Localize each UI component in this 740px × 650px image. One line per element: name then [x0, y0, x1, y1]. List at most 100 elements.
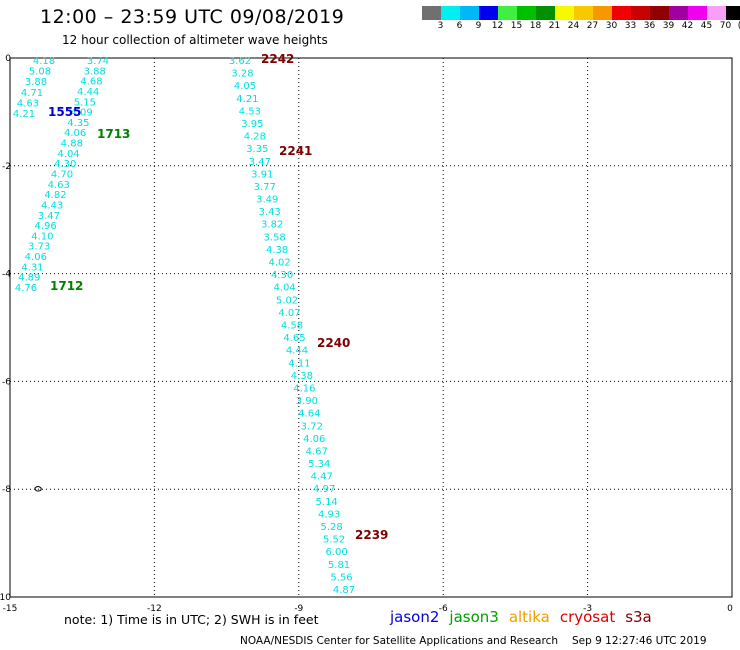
- scale-label: 18: [529, 21, 542, 31]
- scale-swatch: [669, 6, 688, 20]
- scale-swatch: [479, 6, 498, 20]
- scale-swatch: [422, 6, 441, 20]
- pass-time-label: 2239: [355, 528, 388, 542]
- swh-value: 4.04: [273, 283, 295, 294]
- scale-swatch: [555, 6, 574, 20]
- swh-value: 4.43: [41, 200, 63, 211]
- swh-value: 4.67: [306, 446, 328, 457]
- swh-value: 4.68: [80, 77, 102, 88]
- scale-label: 36: [643, 21, 656, 31]
- swh-value: 4.38: [291, 371, 313, 382]
- swh-value: 4.76: [15, 283, 37, 294]
- swh-value: 4.97: [313, 484, 335, 495]
- scale-label: 6: [456, 21, 463, 31]
- swh-value: 4.82: [44, 190, 66, 201]
- scale-label: 45: [700, 21, 713, 31]
- swh-value: 4.04: [57, 149, 79, 160]
- scale-swatch: [650, 6, 669, 20]
- swh-value: 4.44: [286, 346, 308, 357]
- satellite-legend: jason2 jason3 altika cryosat s3a: [390, 608, 662, 626]
- swh-value: 4.58: [281, 321, 303, 332]
- axis-tick-labels: -15 -12 -9 -6 -3 0 0 -2 -4 -6 -8 -10: [0, 54, 733, 614]
- swh-value: 4.64: [298, 409, 320, 420]
- page-subtitle: 12 hour collection of altimeter wave hei…: [62, 33, 328, 47]
- scale-swatch: [707, 6, 726, 20]
- swh-value: 4.63: [17, 98, 39, 109]
- scale-label: 70: [719, 21, 732, 31]
- scale-swatch: [517, 6, 536, 20]
- scale-label: 30: [605, 21, 618, 31]
- scale-swatch: [593, 6, 612, 20]
- x-tick-label: -15: [3, 604, 18, 614]
- swh-value: 5.28: [320, 522, 342, 533]
- pass-time-labels: 1555 1713 1712 2242 2241 2240 2239: [48, 52, 388, 542]
- swh-value: 5.14: [316, 497, 338, 508]
- swh-value: 4.93: [318, 509, 340, 520]
- swh-value: 3.95: [241, 119, 263, 130]
- scale-label: 21: [548, 21, 561, 31]
- scale-swatch: [688, 6, 707, 20]
- swh-value: 3.58: [264, 232, 286, 243]
- scale-swatch: [612, 6, 631, 20]
- y-tick-label: -6: [2, 377, 11, 387]
- x-tick-label: 0: [727, 604, 733, 614]
- swh-value: 5.08: [29, 67, 51, 78]
- swh-value: 4.21: [236, 94, 258, 105]
- swh-value: 3.35: [246, 144, 268, 155]
- swh-value: 4.38: [266, 245, 288, 256]
- swh-tracks: 4.185.083.884.714.634.213.743.884.684.44…: [13, 56, 355, 596]
- swh-value: 4.07: [278, 308, 300, 319]
- swh-value: 4.21: [13, 109, 35, 120]
- scale-label: 9: [475, 21, 482, 31]
- swh-value: 5.81: [328, 560, 350, 571]
- swh-value: 4.02: [268, 258, 290, 269]
- swh-value: 4.35: [67, 118, 89, 129]
- legend-item-jason2: jason2: [390, 608, 440, 626]
- pass-time-label: 1555: [48, 105, 81, 119]
- scale-label: 12: [491, 21, 504, 31]
- swh-value: 3.74: [87, 56, 109, 67]
- scale-label: 15: [510, 21, 523, 31]
- island-outline: [34, 486, 42, 492]
- swh-value: 4.06: [303, 434, 325, 445]
- swh-value: 4.06: [25, 252, 47, 263]
- scale-label: 42: [681, 21, 694, 31]
- swh-value: 4.53: [239, 106, 261, 117]
- swh-value: 4.96: [35, 221, 57, 232]
- swh-value: 3.77: [254, 182, 276, 193]
- y-tick-label: 0: [5, 54, 11, 64]
- swh-value: 4.10: [31, 231, 53, 242]
- swh-value: 4.65: [283, 333, 305, 344]
- swh-value: 4.06: [64, 128, 86, 139]
- swh-value: 4.71: [21, 88, 43, 99]
- swh-value: 3.47: [249, 157, 271, 168]
- x-tick-label: -9: [294, 604, 303, 614]
- swh-value: 5.52: [323, 535, 345, 546]
- swh-value: 3.90: [296, 396, 318, 407]
- swh-value: 3.82: [261, 220, 283, 231]
- swh-value: 4.11: [288, 358, 310, 369]
- swh-value: 3.73: [28, 242, 50, 253]
- pass-time-label: 2242: [261, 52, 294, 66]
- legend-item-altika: altika: [508, 608, 550, 626]
- swh-value: 5.56: [330, 572, 352, 583]
- swh-value: 4.28: [244, 132, 266, 143]
- scale-label: (ft): [735, 21, 740, 31]
- swh-value: 4.44: [77, 87, 99, 98]
- swh-value: 3.88: [84, 66, 106, 77]
- swh-value: 3.91: [251, 169, 273, 180]
- units-note: note: 1) Time is in UTC; 2) SWH is in fe…: [64, 612, 319, 627]
- swh-value: 4.89: [18, 273, 40, 284]
- swh-value: 3.72: [301, 421, 323, 432]
- swh-value: 4.70: [51, 170, 73, 181]
- scale-label: 33: [624, 21, 637, 31]
- swh-value: 5.34: [308, 459, 330, 470]
- scale-label: 24: [567, 21, 580, 31]
- scale-label: 39: [662, 21, 675, 31]
- swh-value: 4.18: [33, 56, 55, 67]
- legend-item-cryosat: cryosat: [559, 608, 616, 626]
- footer: NOAA/NESDIS Center for Satellite Applica…: [240, 635, 707, 647]
- swh-value: 4.09: [71, 108, 93, 119]
- footer-timestamp: Sep 9 12:27:46 UTC 2019: [572, 635, 707, 647]
